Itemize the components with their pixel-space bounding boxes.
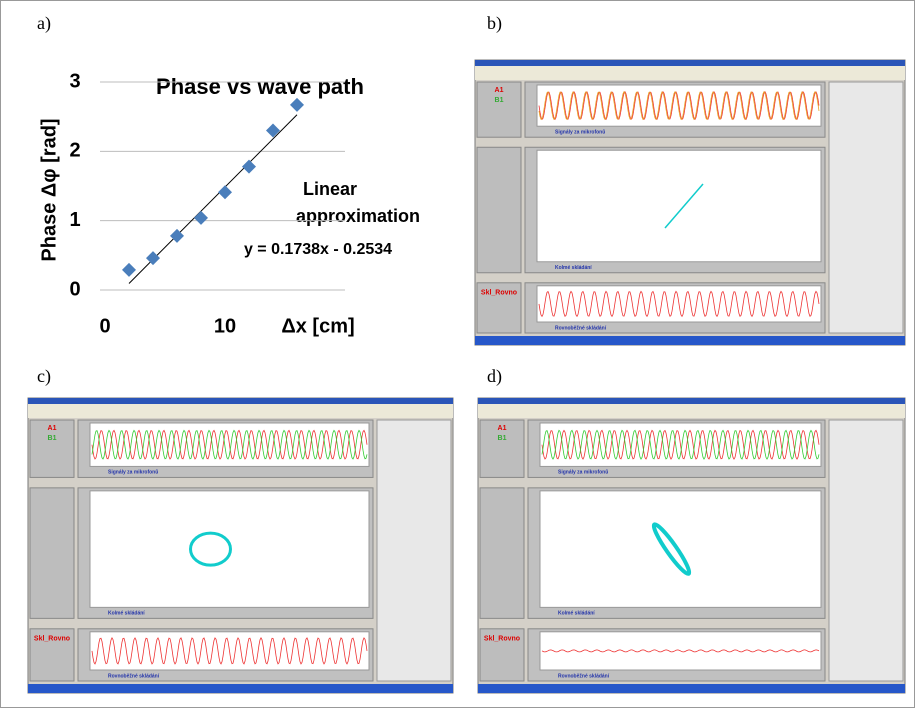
x-tick-label: 10 <box>214 315 236 337</box>
plot-area <box>537 150 821 262</box>
caption: Kolmé skládání <box>108 611 145 617</box>
caption: Signály za mikrofonů <box>108 469 158 476</box>
channel-label: A1 <box>48 425 57 432</box>
y-axis-title: Phase Δφ [rad] <box>38 118 60 261</box>
channel-label: A1 <box>495 87 504 94</box>
plot-area <box>540 491 821 608</box>
channel-label: Skl_Rovno <box>481 290 517 297</box>
channel-label: B1 <box>498 435 507 442</box>
channel-column <box>480 488 524 619</box>
caption: Kolmé skládání <box>558 611 595 617</box>
annotation: Linear <box>303 179 357 199</box>
panel-label: b) <box>487 13 502 34</box>
screenshot: Signály za mikrofonů Kolmé skládání Rovnob… <box>475 60 905 345</box>
y-tick-label: 2 <box>69 140 80 162</box>
panel-label: a) <box>37 13 51 34</box>
title-bar <box>475 60 905 66</box>
caption: Kolmé skládání <box>555 265 592 271</box>
figure: a) b) c) d) Phase vs wave path Phase Δφ … <box>0 0 915 708</box>
toolbar <box>475 66 905 80</box>
side-panel <box>829 82 903 333</box>
channel-label: A1 <box>498 425 507 432</box>
toolbar <box>478 404 905 418</box>
annotation: approximation <box>296 206 420 226</box>
taskbar <box>28 684 453 693</box>
y-tick-label: 3 <box>69 70 80 92</box>
toolbar <box>28 404 453 418</box>
chart-title: Phase vs wave path <box>156 74 364 99</box>
side-panel <box>377 420 451 681</box>
taskbar <box>475 336 905 345</box>
x-axis-title: Δx [cm] <box>281 315 354 337</box>
channel-label: Skl_Rovno <box>34 636 70 643</box>
channel-column <box>477 147 521 273</box>
taskbar <box>478 684 905 693</box>
caption: Signály za mikrofonů <box>558 469 608 476</box>
title-bar <box>478 398 905 404</box>
panel-label: d) <box>487 366 502 387</box>
channel-label: B1 <box>495 97 504 104</box>
caption: Rovnoběžné skládání <box>555 325 607 331</box>
caption: Signály za mikrofonů <box>555 129 605 136</box>
annotation: y = 0.1738x - 0.2534 <box>244 241 392 258</box>
y-tick-label: 1 <box>69 209 80 231</box>
y-tick-label: 0 <box>69 278 80 300</box>
screenshot: Signály za mikrofonů Kolmé skládání Rovnob… <box>478 398 905 693</box>
panel-label: c) <box>37 366 51 387</box>
screenshot: Signály za mikrofonů Kolmé skládání Rovnob… <box>28 398 453 693</box>
x-tick-label: 0 <box>99 315 110 337</box>
title-bar <box>28 398 453 404</box>
channel-label: B1 <box>48 435 57 442</box>
caption: Rovnoběžné skládání <box>558 673 610 679</box>
side-panel <box>829 420 903 681</box>
channel-label: Skl_Rovno <box>484 636 520 643</box>
caption: Rovnoběžné skládání <box>108 673 160 679</box>
channel-column <box>30 488 74 619</box>
